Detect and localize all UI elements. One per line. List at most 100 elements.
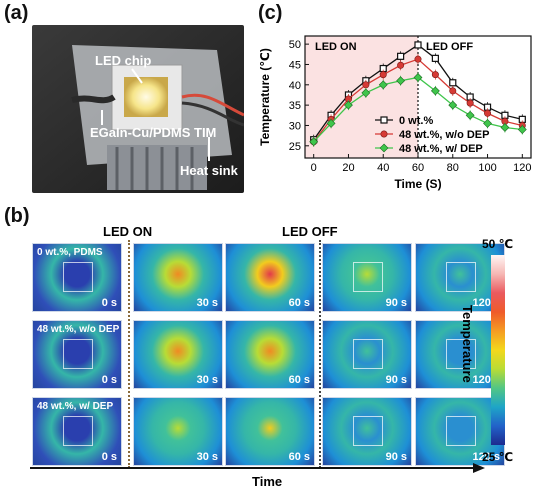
- led-photo: LED chip EGaIn-Cu/PDMS TIM Heat sink: [32, 25, 244, 193]
- thermal-image-grid: LED ON LED OFF 0 wt.%, PDMS 0 s 30 s 60 s 90…: [30, 224, 535, 475]
- divider-off: [319, 240, 321, 468]
- time-axis-label: Time: [252, 474, 283, 489]
- y-tick-label: 45: [289, 59, 301, 71]
- y-tick-label: 35: [289, 100, 301, 112]
- data-point: [414, 41, 422, 49]
- data-point: [517, 125, 527, 134]
- thermal-image: 60 s: [225, 397, 315, 466]
- time-label: 30 s: [196, 374, 218, 386]
- temperature-line-chart: 0 20 40 60 80 100 120 25 30 35 40 45 50 LED ON LED O…: [258, 35, 532, 191]
- thermal-image: 30 s: [133, 243, 223, 312]
- y-tick-label: 25: [289, 141, 301, 153]
- time-label: 90 s: [385, 374, 407, 386]
- panel-label-c: (c): [258, 2, 283, 24]
- x-tick-label: 0: [311, 162, 317, 174]
- label-led-off: LED OFF: [282, 224, 338, 239]
- x-tick-label: 20: [342, 162, 354, 174]
- chip-outline: [353, 262, 383, 292]
- time-label: 120 s: [472, 451, 500, 463]
- data-point: [483, 119, 492, 128]
- data-point: [413, 73, 423, 82]
- chart-axes: 0 20 40 60 80 100 120 25 30 35 40 45 50: [289, 35, 532, 174]
- thermal-image: 48 wt.%, w/ DEP 0 s: [32, 397, 122, 466]
- x-tick-label: 40: [377, 162, 389, 174]
- time-label: 60 s: [288, 297, 310, 309]
- data-point: [344, 100, 353, 110]
- thermal-image: 90 s: [322, 397, 412, 466]
- data-point: [449, 79, 457, 87]
- chip-outline: [353, 416, 383, 446]
- colorbar-max-label: 50 ℃: [482, 237, 514, 251]
- data-point: [379, 143, 389, 153]
- y-tick-label: 50: [289, 39, 301, 51]
- photo-label-led-chip: LED chip: [95, 53, 151, 68]
- chart-legend: 0 wt.% 48 wt.%, w/o DEP 48 wt.%, w/ DEP: [375, 115, 489, 155]
- data-point: [414, 55, 422, 63]
- x-tick-label: 100: [478, 162, 496, 174]
- thermal-image: 90 s: [322, 320, 412, 389]
- data-point: [466, 99, 474, 107]
- y-tick-label: 30: [289, 120, 301, 132]
- data-point: [361, 88, 371, 98]
- divider-on: [128, 240, 130, 468]
- data-point: [362, 81, 370, 89]
- x-axis-label: Time (S): [394, 177, 441, 191]
- data-point: [397, 61, 405, 69]
- time-arrow: [30, 463, 485, 473]
- series-line: [309, 72, 527, 147]
- time-label: 30 s: [196, 297, 218, 309]
- colorbar-title: Temperature: [460, 305, 475, 383]
- data-point: [430, 86, 440, 96]
- time-label: 60 s: [288, 374, 310, 386]
- x-tick-label: 80: [447, 162, 459, 174]
- temperature-colorbar: [491, 255, 505, 445]
- thermal-image: 0 wt.%, PDMS 0 s: [32, 243, 122, 312]
- thermal-image: 48 wt.%, w/o DEP 0 s: [32, 320, 122, 389]
- chip-outline: [353, 339, 383, 369]
- data-point: [431, 54, 439, 62]
- data-point: [380, 116, 388, 124]
- time-label: 0 s: [101, 297, 117, 309]
- series-line: [310, 54, 526, 147]
- photo-label-heat-sink: Heat sink: [180, 163, 239, 178]
- chart-series: [309, 39, 527, 147]
- chip-outline: [446, 262, 476, 292]
- sample-label: 48 wt.%, w/o DEP: [37, 324, 120, 335]
- legend-label: 0 wt.%: [399, 115, 433, 127]
- thermal-image: 60 s: [225, 320, 315, 389]
- data-point: [448, 100, 458, 110]
- sample-label: 48 wt.%, w/ DEP: [37, 401, 114, 412]
- data-point: [465, 110, 475, 120]
- time-label: 30 s: [196, 451, 218, 463]
- x-tick-label: 120: [513, 162, 531, 174]
- thermal-image: 120 s: [415, 397, 505, 466]
- data-point: [431, 71, 439, 79]
- sample-label: 0 wt.%, PDMS: [37, 247, 103, 258]
- time-label: 90 s: [385, 451, 407, 463]
- data-point: [378, 80, 388, 90]
- chip-outline: [63, 262, 93, 292]
- time-label: 90 s: [385, 297, 407, 309]
- thermal-image: 90 s: [322, 243, 412, 312]
- photo-label-tim: EGaIn-Cu/PDMS TIM: [90, 125, 216, 140]
- annotation-led-off: LED OFF: [426, 41, 473, 53]
- colorbar-min-label: 25 ℃: [482, 450, 514, 464]
- data-point: [309, 137, 319, 147]
- thermal-image: 60 s: [225, 243, 315, 312]
- data-point: [500, 123, 510, 132]
- data-point: [326, 119, 336, 128]
- time-label: 60 s: [288, 451, 310, 463]
- time-label: 0 s: [101, 451, 117, 463]
- time-label: 0 s: [101, 374, 117, 386]
- data-point: [449, 87, 457, 95]
- data-point: [379, 71, 387, 79]
- chip-outline: [446, 416, 476, 446]
- y-tick-label: 40: [289, 80, 301, 92]
- data-point: [396, 76, 406, 86]
- data-point: [484, 109, 492, 117]
- data-point: [397, 52, 405, 60]
- legend-label: 48 wt.%, w/ DEP: [399, 143, 483, 155]
- x-tick-label: 60: [412, 162, 424, 174]
- y-axis-label: Temperature (℃): [258, 48, 272, 146]
- thermal-image: 120 s: [415, 243, 505, 312]
